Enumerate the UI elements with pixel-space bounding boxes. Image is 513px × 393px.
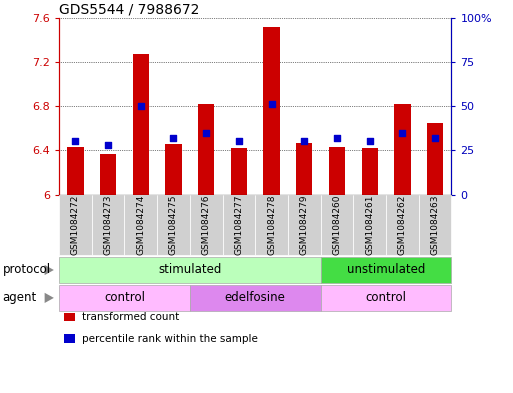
Bar: [296, 143, 312, 195]
Text: GSM1084262: GSM1084262: [398, 195, 407, 255]
Text: GSM1084276: GSM1084276: [202, 195, 211, 255]
Text: GDS5544 / 7988672: GDS5544 / 7988672: [59, 2, 200, 17]
Text: GSM1084278: GSM1084278: [267, 195, 276, 255]
Bar: [67, 147, 84, 195]
Text: control: control: [104, 291, 145, 305]
Bar: [329, 147, 345, 195]
Text: GSM1084263: GSM1084263: [430, 195, 440, 255]
Point: [104, 142, 112, 148]
Text: control: control: [366, 291, 406, 305]
Point: [300, 138, 308, 145]
Point: [169, 135, 177, 141]
Text: GSM1084277: GSM1084277: [234, 195, 243, 255]
Text: edelfosine: edelfosine: [225, 291, 286, 305]
Bar: [362, 148, 378, 195]
Bar: [100, 154, 116, 195]
Bar: [427, 123, 443, 195]
Text: GSM1084274: GSM1084274: [136, 195, 145, 255]
Text: protocol: protocol: [3, 263, 51, 277]
Text: agent: agent: [3, 291, 37, 305]
Text: GSM1084272: GSM1084272: [71, 195, 80, 255]
Bar: [263, 26, 280, 195]
Text: GSM1084261: GSM1084261: [365, 195, 374, 255]
Text: percentile rank within the sample: percentile rank within the sample: [82, 334, 258, 344]
Text: unstimulated: unstimulated: [347, 263, 425, 277]
Point: [333, 135, 341, 141]
Text: GSM1084273: GSM1084273: [104, 195, 112, 255]
Text: GSM1084260: GSM1084260: [332, 195, 342, 255]
Point: [267, 101, 275, 107]
Point: [431, 135, 439, 141]
Point: [136, 103, 145, 109]
Text: stimulated: stimulated: [158, 263, 222, 277]
Bar: [165, 144, 182, 195]
Bar: [231, 148, 247, 195]
Point: [202, 129, 210, 136]
Bar: [394, 104, 410, 195]
Point: [235, 138, 243, 145]
Point: [366, 138, 374, 145]
Bar: [198, 104, 214, 195]
Point: [71, 138, 80, 145]
Text: GSM1084279: GSM1084279: [300, 195, 309, 255]
Text: GSM1084275: GSM1084275: [169, 195, 178, 255]
Bar: [132, 54, 149, 195]
Point: [398, 129, 406, 136]
Text: transformed count: transformed count: [82, 312, 179, 322]
